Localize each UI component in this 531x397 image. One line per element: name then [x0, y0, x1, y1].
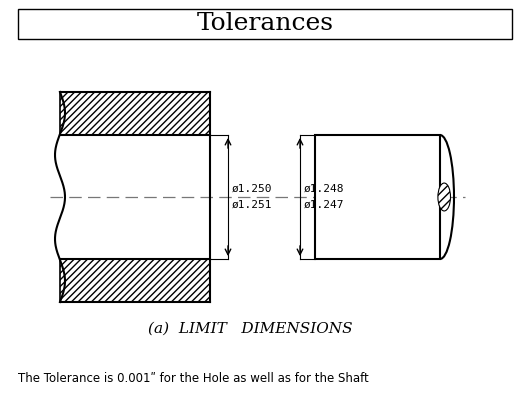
Bar	[315, 135, 440, 259]
Bar	[18, 9, 512, 39]
Ellipse shape	[438, 183, 450, 211]
Bar	[60, 92, 210, 135]
Text: ø1.251: ø1.251	[232, 200, 272, 210]
Text: ø1.247: ø1.247	[304, 200, 345, 210]
Text: ø1.248: ø1.248	[304, 184, 345, 194]
Text: (a)  LIMIT   DIMENSIONS: (a) LIMIT DIMENSIONS	[148, 322, 352, 336]
Text: ø1.250: ø1.250	[232, 184, 272, 194]
Bar	[60, 135, 210, 259]
Text: The Tolerance is 0.001ʺ for the Hole as well as for the Shaft: The Tolerance is 0.001ʺ for the Hole as …	[18, 372, 369, 385]
Text: Tolerances: Tolerances	[196, 12, 333, 35]
Bar	[60, 259, 210, 302]
